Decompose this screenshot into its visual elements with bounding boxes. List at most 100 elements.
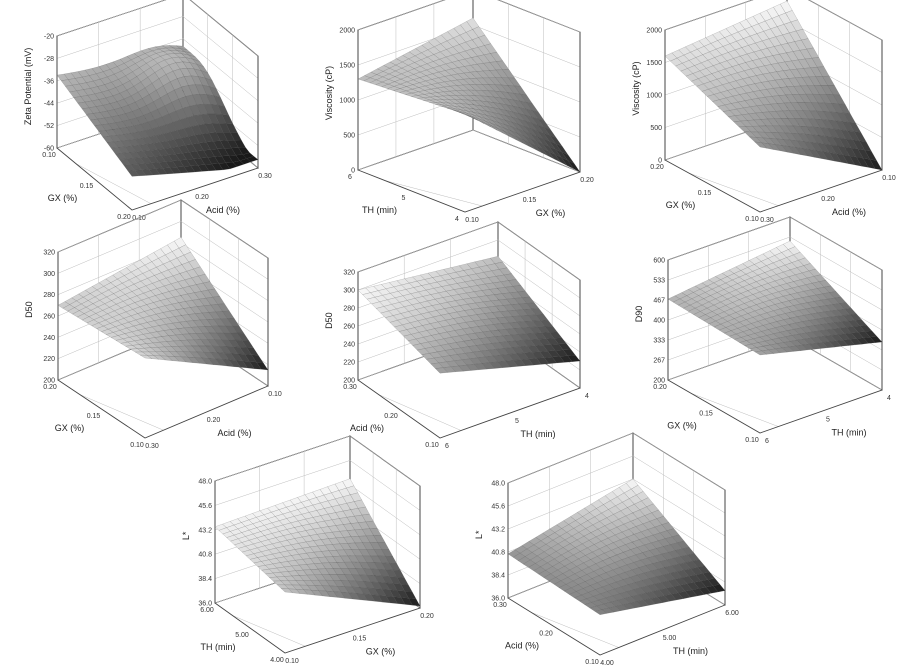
x-tick-label: 0.20 [43,384,57,391]
x-tick-label: 0.15 [87,413,101,420]
z-tick-label: 240 [43,335,55,342]
y-axis-label: Acid (%) [206,205,240,215]
z-tick-label: 43.2 [491,527,505,534]
y-axis-label: TH (min) [673,646,708,656]
x-tick-label: 0.20 [539,631,553,638]
z-tick-label: 240 [343,342,355,349]
x-axis-label: GX (%) [48,193,78,203]
z-axis-label: Zeta Potential (mV) [23,48,33,126]
z-gridline [357,239,581,299]
x-tick-label: 0.10 [745,216,759,223]
floor-arc [232,615,346,647]
x-axis-label: GX (%) [666,200,696,210]
z-tick-label: 38.4 [198,576,212,583]
z-tick-label: 200 [43,378,55,385]
z-tick-label: 36.0 [198,601,212,608]
z-tick-label: 0 [658,158,662,165]
floor-arc [384,180,517,207]
z-tick-label: 220 [43,356,55,363]
z-tick-label: 1500 [339,63,355,70]
z-tick-label: 260 [343,324,355,331]
z-axis-label: L* [181,531,191,540]
x-tick-label: 0.15 [699,411,713,418]
surface-cell [594,609,608,615]
x-tick-label: 0.30 [343,384,357,391]
x-tick-label: 0.10 [745,437,759,444]
response-surface-l2 [507,478,726,615]
x-tick-label: 5.00 [235,632,249,639]
z-tick-label: 220 [343,360,355,367]
z-tick-label: -60 [44,146,54,153]
z-tick-label: 280 [343,306,355,313]
y-tick-label: 0.20 [821,196,835,203]
z-tick-label: -52 [44,123,54,130]
z-gridline [357,221,581,281]
x-axis-label: GX (%) [55,423,85,433]
z-tick-label: 48.0 [491,481,505,488]
z-tick-label: 1000 [646,93,662,100]
y-tick-label: 0.20 [420,613,434,620]
y-tick-label: 4 [585,393,589,400]
z-tick-label: 43.2 [198,527,212,534]
z-tick-label: 533 [653,278,665,285]
z-gridline [667,216,883,271]
y-tick-label: 4 [887,395,891,402]
axis-frame [56,36,259,211]
z-gridline [214,460,421,511]
z-tick-label: 38.4 [491,573,505,580]
y-tick-label: 4.00 [600,660,614,667]
z-gridline [507,432,726,491]
y-tick-label: 5 [826,417,830,424]
z-gridline [57,199,269,259]
z-tick-label: 500 [343,133,355,140]
surface-cell [754,141,768,149]
x-tick-label: 0.10 [130,442,144,449]
y-axis-label: GX (%) [536,208,566,218]
z-tick-label: 2000 [339,28,355,35]
z-gridline [214,435,421,487]
y-axis-label: GX (%) [366,647,396,657]
z-tick-label: 320 [43,250,55,257]
x-tick-label: 0.10 [42,152,56,159]
z-gridline [56,0,259,57]
axis-frame [214,481,421,654]
x-tick-label: 6 [348,174,352,181]
z-tick-label: 600 [653,258,665,265]
z-tick-label: 48.0 [198,479,212,486]
response-surface-visc1 [357,17,581,173]
z-tick-label: 36.0 [491,596,505,603]
response-surface-d50a [57,237,269,371]
z-tick-label: 200 [343,378,355,385]
response-surface-zeta [56,45,259,177]
z-tick-label: -36 [44,78,54,85]
z-tick-label: -44 [44,101,54,108]
z-tick-label: 320 [343,270,355,277]
z-gridline [57,221,269,280]
x-tick-label: 4.00 [270,657,284,664]
y-tick-label: 5 [515,418,519,425]
surface-cell [459,111,472,118]
z-axis-label: L* [474,530,484,539]
y-tick-label: 0.30 [760,217,774,224]
axis-frame [664,30,883,213]
y-tick-label: 0.10 [285,658,299,665]
response-surface-visc2 [664,0,883,171]
z-tick-label: 40.8 [198,552,212,559]
x-tick-label: 0.20 [117,214,131,221]
z-tick-label: 1500 [646,60,662,67]
x-axis-label: GX (%) [667,421,697,431]
y-axis-label: Acid (%) [217,428,251,438]
z-tick-label: 45.6 [198,503,212,510]
z-tick-label: 300 [343,288,355,295]
y-tick-label: 0.10 [882,175,896,182]
surface-cell [139,354,153,359]
y-axis-label: TH (min) [521,429,556,439]
surface-cell [280,588,293,593]
x-tick-label: 4 [455,216,459,223]
z-tick-label: 2000 [646,28,662,35]
y-tick-label: 0.15 [353,636,367,643]
z-axis-label: Viscosity (cP) [631,61,641,115]
x-axis-label: Acid (%) [350,423,384,433]
